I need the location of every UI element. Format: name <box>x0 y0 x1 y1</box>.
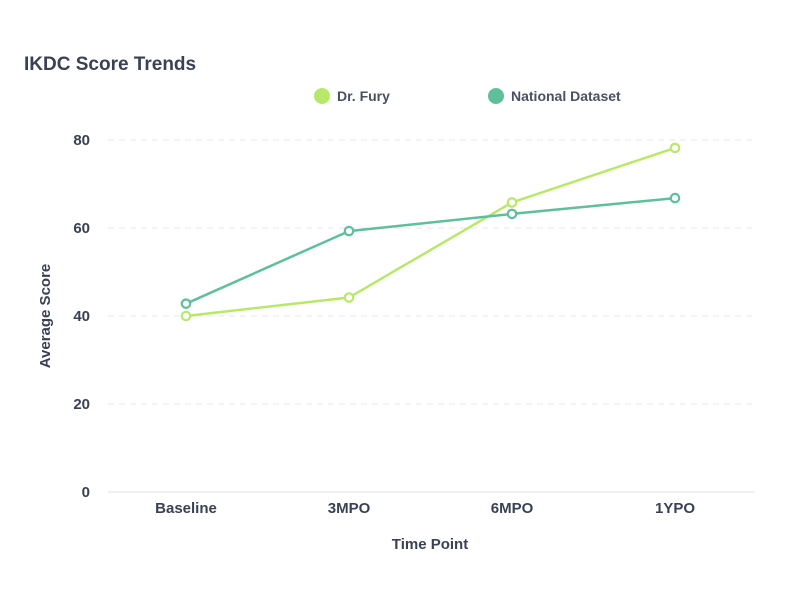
data-point-national-dataset[interactable] <box>180 298 192 309</box>
legend: Dr. Fury National Dataset <box>0 88 792 110</box>
y-tick-label: 20 <box>73 396 90 413</box>
y-tick-label: 80 <box>73 132 90 149</box>
legend-swatch-national-dataset <box>488 88 504 104</box>
x-tick-label: 6MPO <box>491 500 534 517</box>
series-line-national-dataset <box>184 196 677 305</box>
series-line-dr-fury <box>184 146 677 318</box>
data-point-dr-fury[interactable] <box>669 142 681 154</box>
x-tick-label: 3MPO <box>328 500 371 517</box>
legend-label-national-dataset: National Dataset <box>511 88 621 104</box>
legend-label-dr-fury: Dr. Fury <box>337 88 390 104</box>
series <box>180 142 681 322</box>
y-tick-label: 60 <box>73 220 90 237</box>
legend-item-dr-fury[interactable]: Dr. Fury <box>314 88 390 104</box>
grid <box>108 139 755 405</box>
x-tick-label: 1YPO <box>655 500 695 517</box>
x-axis-title: Time Point <box>392 536 468 553</box>
y-axis-title: Average Score <box>37 264 54 369</box>
legend-item-national-dataset[interactable]: National Dataset <box>488 88 621 104</box>
data-point-dr-fury[interactable] <box>343 292 355 303</box>
data-point-dr-fury[interactable] <box>506 197 518 208</box>
y-tick-label: 40 <box>73 308 90 325</box>
y-tick-label: 0 <box>82 484 90 501</box>
data-point-national-dataset[interactable] <box>669 192 681 204</box>
data-point-national-dataset[interactable] <box>343 225 355 237</box>
x-tick-label: Baseline <box>155 500 217 517</box>
data-point-dr-fury[interactable] <box>180 310 192 322</box>
legend-swatch-dr-fury <box>314 88 330 104</box>
data-point-national-dataset[interactable] <box>506 208 518 220</box>
axes: 0 20 40 60 80 Baseline 3MPO 6MPO 1YPO <box>73 132 755 517</box>
chart-title: IKDC Score Trends <box>24 54 197 75</box>
